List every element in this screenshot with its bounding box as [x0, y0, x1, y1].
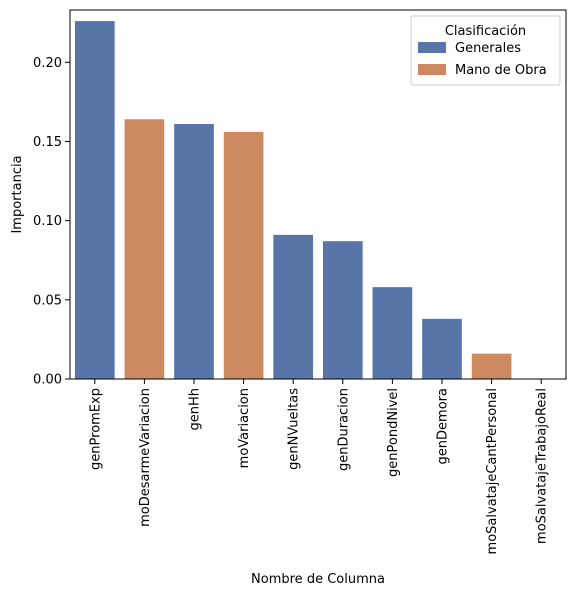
x-tick-label: genDuracion	[336, 388, 351, 471]
y-tick-label: 0.05	[33, 293, 62, 308]
x-axis: genPromExp moDesarmeVariacion genHh moVaria…	[88, 379, 550, 554]
x-tick-label: moSalvatajeTrabajoReal	[535, 388, 550, 544]
x-tick-label: genPromExp	[88, 388, 103, 470]
y-axis-label: Importancia	[10, 155, 25, 233]
bar-genPromExp	[74, 21, 115, 379]
bar-genPondNivel	[372, 287, 413, 379]
y-axis: 0.00 0.05 0.10 0.15 0.20	[33, 56, 70, 388]
x-tick-label: genDemora	[436, 388, 451, 464]
x-tick-label: genNVueltas	[287, 388, 302, 470]
bar-moSalvatajeCantPersonal	[471, 353, 512, 379]
plot-frame	[69, 9, 567, 380]
legend-title: Clasificación	[445, 24, 526, 39]
bar-genDemora	[422, 318, 462, 379]
legend-swatch-mano-de-obra	[418, 64, 446, 75]
x-tick-label: moVariacion	[237, 388, 252, 468]
bar-genHh	[174, 124, 214, 379]
bar-moVariacion	[223, 131, 264, 379]
x-tick-label: moDesarmeVariacion	[138, 388, 153, 527]
y-tick-label: 0.15	[33, 135, 62, 150]
bars-group	[74, 21, 512, 379]
legend-label-mano-de-obra: Mano de Obra	[455, 63, 547, 78]
y-tick-label: 0.20	[33, 56, 62, 71]
legend-label-generales: Generales	[455, 41, 521, 56]
bar-moDesarmeVariacion	[124, 119, 165, 379]
legend-swatch-generales	[418, 42, 446, 53]
legend: Clasificación Generales Mano de Obra	[410, 15, 561, 86]
y-tick-label: 0.00	[33, 373, 62, 388]
bar-genDuracion	[322, 241, 363, 379]
legend-box	[410, 15, 561, 86]
x-axis-label: Nombre de Columna	[251, 572, 385, 587]
y-tick-label: 0.10	[33, 214, 62, 229]
x-tick-label: genHh	[188, 388, 203, 431]
x-tick-label: genPondNivel	[386, 388, 401, 477]
bar-genNVueltas	[273, 234, 314, 379]
x-tick-label: moSalvatajeCantPersonal	[485, 388, 500, 554]
